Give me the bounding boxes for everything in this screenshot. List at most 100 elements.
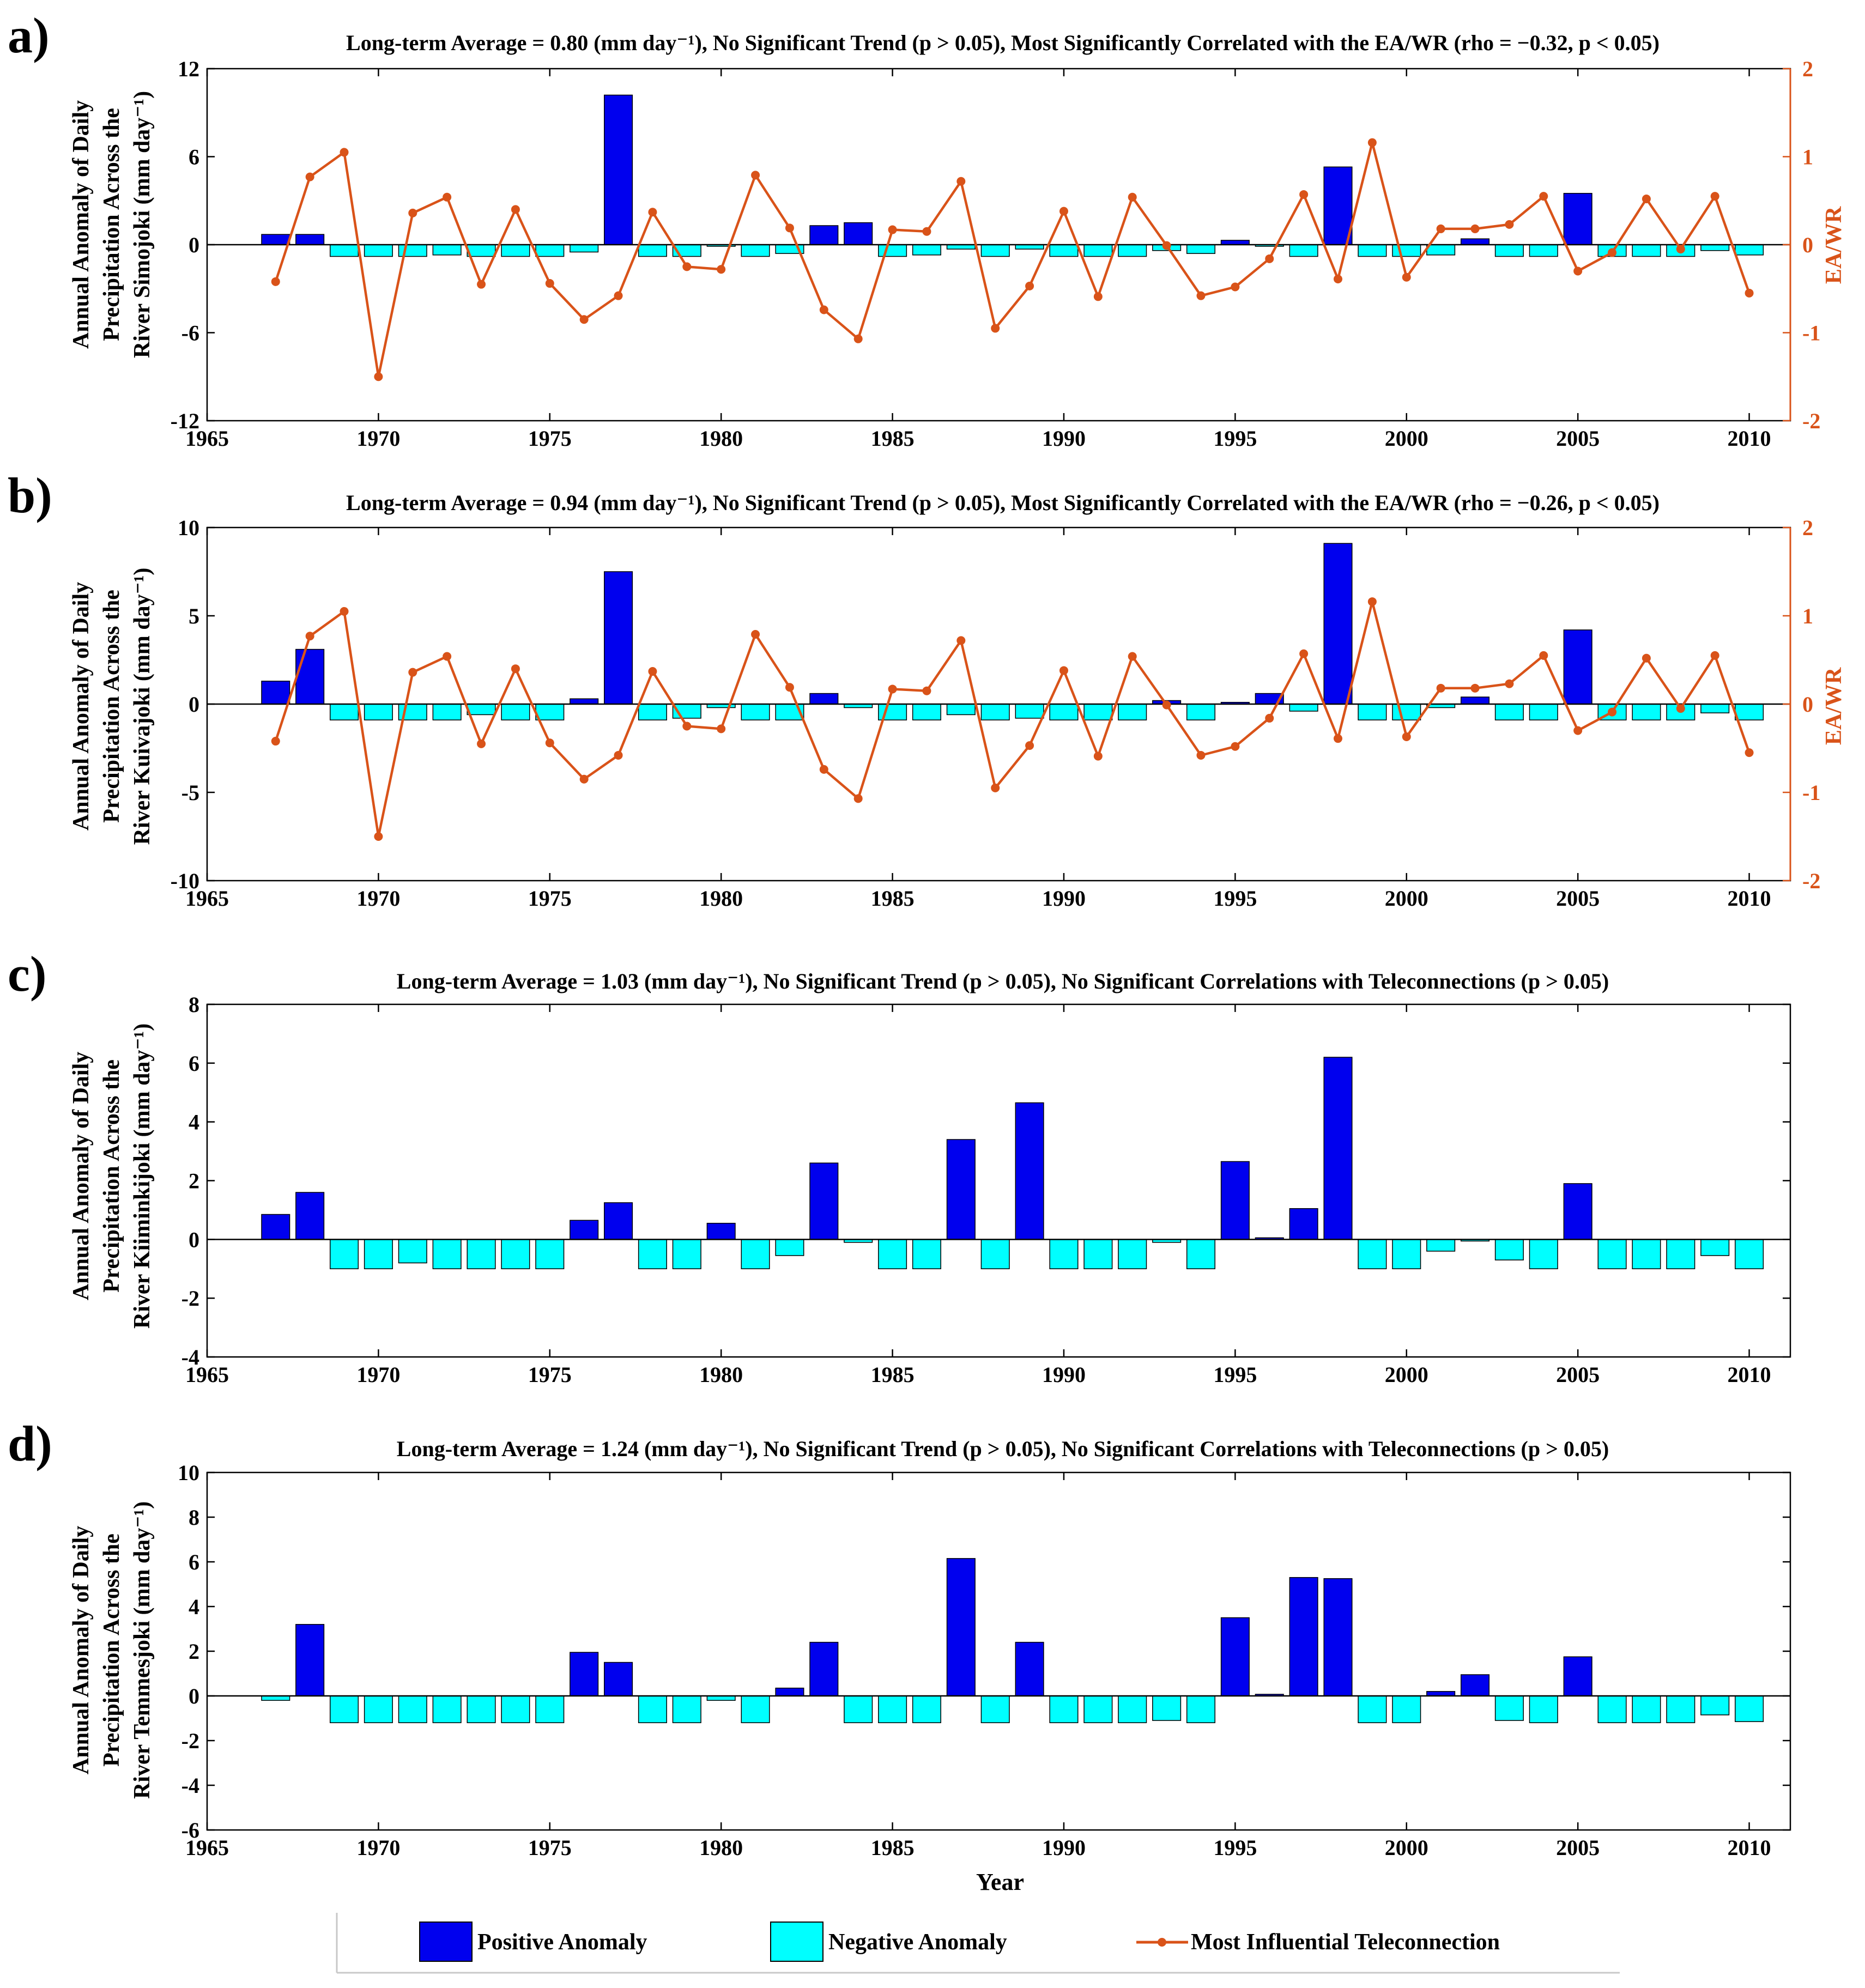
panel-d-bar-1994 — [1186, 1695, 1216, 1723]
panel-d-bar-2004 — [1529, 1695, 1558, 1723]
panel-a-xtick-label: 2010 — [1728, 426, 1771, 451]
panel-a-teleconnection-point-1984 — [853, 334, 863, 343]
panel-c-bar-1975 — [535, 1239, 565, 1269]
panel-d-bar-1976 — [570, 1652, 599, 1696]
panel-d-bar-2008 — [1666, 1695, 1696, 1723]
panel-a-bar-1998 — [1323, 166, 1353, 245]
panel-b-bar-1991 — [1083, 704, 1113, 720]
panel-b-bar-2000 — [1392, 704, 1421, 720]
panel-d-xtick-label: 1975 — [528, 1835, 572, 1860]
panel-d-bar-1969 — [329, 1695, 359, 1723]
panel-a-teleconnection-point-1993 — [1162, 241, 1171, 250]
panel-c-bar-2007 — [1632, 1239, 1661, 1269]
panel-b-teleconnection-point-1990 — [1059, 666, 1068, 675]
panel-d-bar-1983 — [809, 1641, 839, 1696]
panel-d-ytick-label: -4 — [181, 1773, 199, 1798]
panel-c-bar-2004 — [1529, 1239, 1558, 1269]
panel-d-bar-2009 — [1700, 1695, 1730, 1716]
panel-b-teleconnection-point-1973 — [477, 739, 486, 748]
panel-c-bar-1973 — [467, 1239, 496, 1269]
panel-a-bar-2004 — [1529, 244, 1558, 257]
panel-a-teleconnection-point-1995 — [1231, 282, 1240, 292]
panel-a-teleconnection-point-1988 — [991, 324, 1000, 333]
panel-b-bar-1973 — [467, 704, 496, 716]
panel-a-teleconnection-point-1992 — [1128, 192, 1137, 202]
panel-a-plot: 1965 1970 1975 1980 1985 1990 1995 2000 2005 2010… — [171, 57, 1821, 451]
panel-a-teleconnection-point-1997 — [1299, 190, 1309, 199]
panel-a-teleconnection-point-2004 — [1539, 192, 1548, 201]
panel-label-a: a) — [8, 8, 50, 63]
panel-c-plot: 1965 1970 1975 1980 1985 1990 1995 2000 2005 2010… — [181, 992, 1791, 1387]
panel-b-xtick-label: 1975 — [528, 886, 572, 911]
panel-b-teleconnection-point-1978 — [648, 667, 657, 676]
panel-d-bar-1991 — [1083, 1695, 1113, 1723]
panel-a-teleconnection-point-2003 — [1505, 220, 1514, 229]
panel-b-bar-1990 — [1049, 704, 1079, 720]
panel-c-ytick-label: 8 — [189, 992, 199, 1017]
panel-c-bar-1968 — [295, 1192, 325, 1240]
panel-a-teleconnection-point-1973 — [477, 280, 486, 289]
panel-a-bar-1972 — [432, 244, 462, 256]
panel-a-teleconnection-point-1983 — [819, 305, 828, 314]
panel-c-bar-1979 — [672, 1239, 701, 1269]
panel-b-y2tick-label: 2 — [1802, 516, 1813, 540]
panel-b-bar-1983 — [809, 693, 839, 705]
panel-a-xtick-label: 2005 — [1556, 426, 1600, 451]
panel-b-teleconnection-point-2009 — [1710, 651, 1719, 660]
panel-b-y2label-text: EA/WR — [1821, 667, 1846, 745]
panel-d-ylabel-line3: River Temmesjoki (mm day⁻¹) — [130, 1501, 155, 1799]
panel-c-xtick-label: 1965 — [185, 1362, 229, 1387]
panel-c-bar-1990 — [1049, 1239, 1079, 1269]
panel-b-bar-2004 — [1529, 704, 1558, 720]
panel-c-bar-1985 — [878, 1239, 907, 1269]
panel-c-bar-2010 — [1735, 1239, 1764, 1269]
panel-c-ytick-label: -4 — [181, 1345, 199, 1369]
legend-negative-swatch — [770, 1922, 823, 1962]
panel-b-bar-1978 — [638, 704, 667, 720]
panel-b-teleconnection-point-1995 — [1231, 742, 1240, 751]
panel-b-teleconnection-point-1977 — [614, 750, 623, 760]
panel-c-bar-2005 — [1563, 1183, 1592, 1240]
panel-c-ytick-label: 0 — [189, 1227, 199, 1252]
x-axis-label: Year — [976, 1869, 1024, 1895]
panel-a-bar-2002 — [1460, 238, 1490, 245]
panel-label-d: d) — [8, 1416, 52, 1471]
panel-b-xtick-label: 2000 — [1385, 886, 1428, 911]
panel-a-ytick-label: 12 — [178, 57, 199, 81]
panel-d-ytick-label: 0 — [189, 1684, 199, 1708]
panel-c-bar-2009 — [1700, 1239, 1730, 1256]
panel-d-bar-1975 — [535, 1695, 565, 1723]
panel-b-xtick-label: 1985 — [871, 886, 915, 911]
panel-c-xtick-label: 2005 — [1556, 1362, 1600, 1387]
panel-c-bar-1995 — [1220, 1161, 1250, 1240]
panel-b-bar-1968 — [295, 648, 325, 705]
panel-a-teleconnection-point-1991 — [1093, 292, 1103, 301]
panel-b-teleconnection-point-1987 — [956, 636, 966, 645]
panel-b-bar-2009 — [1700, 704, 1730, 713]
panel-a-bar-1999 — [1358, 244, 1387, 257]
panel-a-teleconnection-point-1975 — [545, 279, 554, 288]
panel-d-ytick-label: 8 — [189, 1505, 199, 1530]
panel-b-bar-1974 — [501, 704, 530, 720]
panel-b-bar-1992 — [1118, 704, 1147, 720]
panel-c-bar-1998 — [1323, 1057, 1353, 1240]
panel-c-bar-1969 — [329, 1239, 359, 1269]
panel-b-ytick-label: 5 — [189, 604, 199, 628]
panel-c-bar-1970 — [364, 1239, 393, 1269]
panel-b-bar-1997 — [1289, 704, 1318, 712]
panel-b-teleconnection-point-1993 — [1162, 700, 1171, 710]
panel-b-teleconnection-point-2003 — [1505, 679, 1514, 688]
panel-a-teleconnection-line — [274, 141, 1751, 378]
panel-b-ytick-label: 0 — [189, 692, 199, 717]
panel-c-bar-1983 — [809, 1162, 839, 1240]
panel-b-teleconnection-point-1997 — [1299, 649, 1309, 658]
panel-b-bar-2003 — [1494, 704, 1524, 720]
panel-d-bar-1985 — [878, 1695, 907, 1723]
panel-c-ylabel: Annual Anomaly of Daily Precipitation Ac… — [69, 1023, 155, 1329]
panel-a-ylabel-line3: River Simojoki (mm day⁻¹) — [130, 91, 155, 358]
panel-c-bar-1980 — [706, 1222, 736, 1240]
panel-a-teleconnection-point-1998 — [1334, 274, 1342, 283]
panel-b-y2label: EA/WR — [1821, 667, 1846, 745]
panel-a-teleconnection-point-1987 — [956, 177, 966, 186]
panel-b-y2tick-label: 0 — [1802, 692, 1813, 717]
